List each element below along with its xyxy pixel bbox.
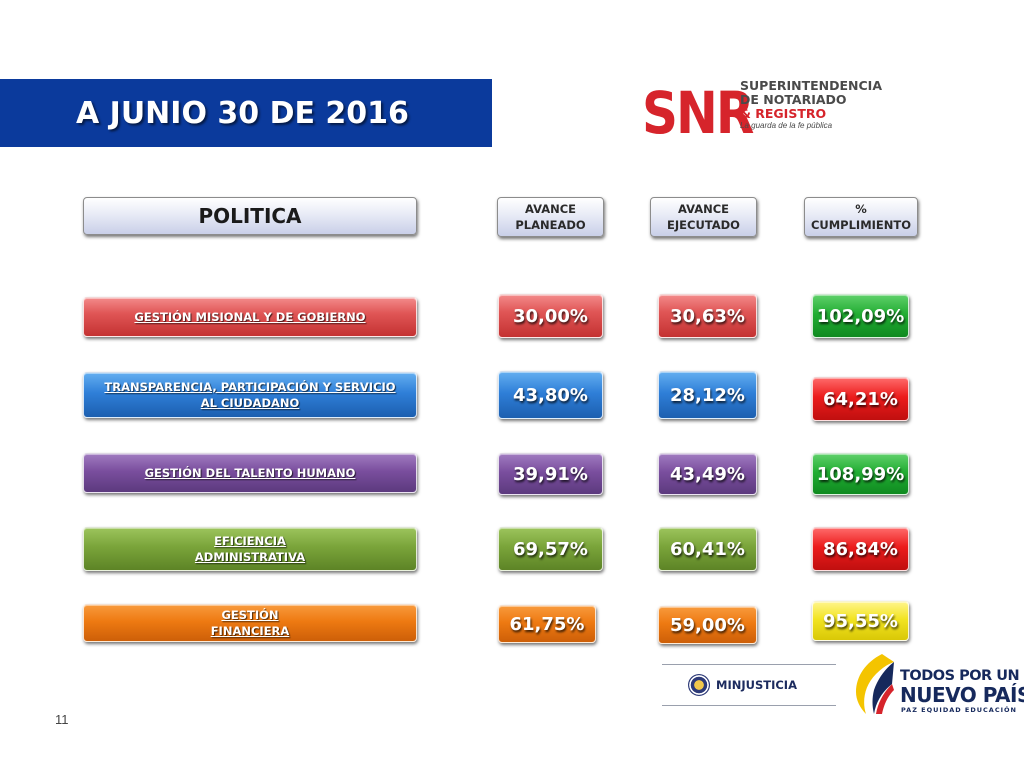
value-planeado: 69,57% bbox=[498, 527, 603, 571]
value-planeado: 43,80% bbox=[498, 371, 603, 419]
minjusticia-logo: MINJUSTICIA bbox=[662, 664, 836, 706]
value-ejecutado: 59,00% bbox=[658, 606, 757, 644]
row-label-transparencia: TRANSPARENCIA, PARTICIPACIÓN Y SERVICIO … bbox=[83, 372, 417, 418]
row-label-text-line1: GESTIÓN bbox=[221, 608, 279, 622]
row-label-text-line2: FINANCIERA bbox=[210, 624, 290, 638]
value-planeado: 61,75% bbox=[498, 605, 596, 643]
value-text: 43,80% bbox=[513, 384, 588, 406]
snr-logo-mark: SNR bbox=[642, 80, 754, 147]
row-label-eficiencia: EFICIENCIA ADMINISTRATIVA bbox=[83, 527, 417, 571]
row-label-text-line1: EFICIENCIA bbox=[214, 534, 286, 548]
snr-logo-tagline: La guarda de la fe pública bbox=[740, 121, 833, 130]
header-ejecutado-line1: AVANCE bbox=[677, 202, 730, 216]
header-cumplimiento-line2: CUMPLIMIENTO bbox=[810, 218, 912, 232]
snr-logo: SNR SUPERINTENDENCIA DE NOTARIADO & REGI… bbox=[618, 70, 882, 150]
value-text: 30,00% bbox=[513, 305, 588, 327]
value-text: 30,63% bbox=[670, 305, 745, 327]
minjusticia-logo-text: MINJUSTICIA bbox=[716, 678, 797, 692]
value-text: 60,41% bbox=[670, 538, 745, 560]
todos-por-un-nuevo-pais-logo: TODOS POR UN NUEVO PAÍS PAZ EQUIDAD EDUC… bbox=[850, 650, 1024, 720]
snr-logo-line1: SUPERINTENDENCIA bbox=[740, 78, 882, 93]
value-text: 59,00% bbox=[670, 614, 745, 636]
row-label-talento-humano: GESTIÓN DEL TALENTO HUMANO bbox=[83, 453, 417, 493]
value-ejecutado: 43,49% bbox=[658, 453, 757, 495]
value-ejecutado: 30,63% bbox=[658, 294, 757, 338]
value-text: 28,12% bbox=[670, 384, 745, 406]
header-avance-ejecutado: AVANCE EJECUTADO bbox=[650, 197, 757, 237]
value-text: 95,55% bbox=[823, 610, 898, 632]
value-planeado: 39,91% bbox=[498, 453, 603, 495]
todos-logo-line1: TODOS POR UN bbox=[900, 668, 1020, 684]
snr-logo-line2: DE NOTARIADO bbox=[740, 92, 847, 107]
row-label-text: GESTIÓN DEL TALENTO HUMANO bbox=[144, 466, 356, 480]
colombia-seal-icon bbox=[688, 674, 710, 696]
todos-logo-line3: PAZ EQUIDAD EDUCACIÓN bbox=[901, 706, 1017, 714]
row-label-text: GESTIÓN MISIONAL Y DE GOBIERNO bbox=[134, 310, 366, 324]
header-politica-label: POLITICA bbox=[198, 204, 302, 228]
value-text: 102,09% bbox=[816, 305, 905, 327]
value-cumplimiento: 64,21% bbox=[812, 377, 909, 421]
value-cumplimiento: 95,55% bbox=[812, 601, 909, 641]
value-cumplimiento: 108,99% bbox=[812, 453, 909, 495]
value-cumplimiento: 86,84% bbox=[812, 527, 909, 571]
value-ejecutado: 60,41% bbox=[658, 527, 757, 571]
header-planeado-line1: AVANCE bbox=[524, 202, 577, 216]
colombia-flag-swoosh-icon bbox=[856, 654, 894, 714]
row-label-gestion-misional: GESTIÓN MISIONAL Y DE GOBIERNO bbox=[83, 297, 417, 337]
title-bar: A JUNIO 30 DE 2016 bbox=[0, 79, 492, 147]
header-cumplimiento-line1: % bbox=[855, 202, 867, 216]
value-text: 69,57% bbox=[513, 538, 588, 560]
value-cumplimiento: 102,09% bbox=[812, 294, 909, 338]
row-label-text-line2: ADMINISTRATIVA bbox=[194, 550, 306, 564]
value-text: 64,21% bbox=[823, 388, 898, 410]
snr-logo-words: SUPERINTENDENCIA DE NOTARIADO & REGISTRO… bbox=[740, 79, 882, 131]
snr-logo-line3: & REGISTRO bbox=[740, 106, 827, 121]
header-avance-planeado: AVANCE PLANEADO bbox=[497, 197, 604, 237]
page-number: 11 bbox=[55, 712, 69, 727]
row-label-gestion-financiera: GESTIÓN FINANCIERA bbox=[83, 604, 417, 642]
value-text: 86,84% bbox=[823, 538, 898, 560]
value-ejecutado: 28,12% bbox=[658, 371, 757, 419]
todos-logo-line2: NUEVO PAÍS bbox=[900, 683, 1024, 707]
value-planeado: 30,00% bbox=[498, 294, 603, 338]
header-cumplimiento: % CUMPLIMIENTO bbox=[804, 197, 918, 237]
value-text: 61,75% bbox=[509, 613, 585, 635]
header-ejecutado-line2: EJECUTADO bbox=[667, 218, 740, 232]
header-politica: POLITICA bbox=[83, 197, 417, 235]
header-planeado-line2: PLANEADO bbox=[515, 218, 586, 232]
row-label-text-line2: AL CIUDADANO bbox=[200, 396, 300, 410]
value-text: 108,99% bbox=[816, 463, 905, 485]
value-text: 43,49% bbox=[670, 463, 745, 485]
value-text: 39,91% bbox=[513, 463, 588, 485]
slide-title: A JUNIO 30 DE 2016 bbox=[76, 95, 409, 131]
row-label-text-line1: TRANSPARENCIA, PARTICIPACIÓN Y SERVICIO bbox=[104, 380, 396, 394]
